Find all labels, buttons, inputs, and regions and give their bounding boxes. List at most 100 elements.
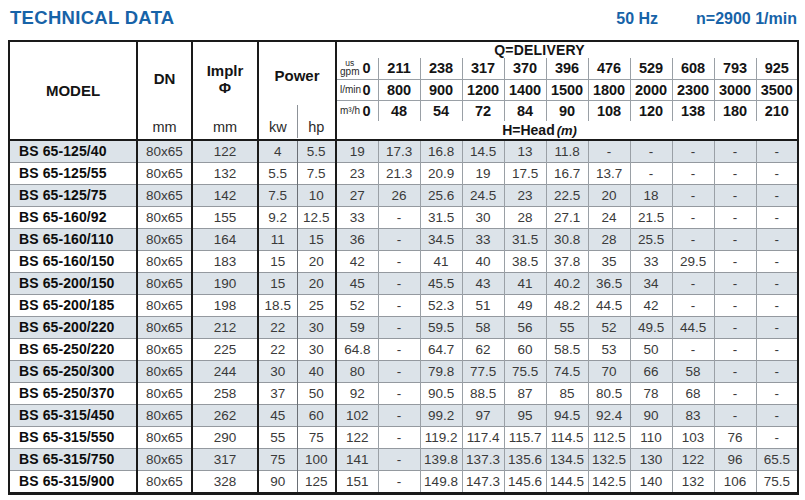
head-value-cell: -: [756, 383, 798, 405]
head-value-cell: -: [630, 140, 672, 163]
head-value-cell: 52: [588, 317, 630, 339]
head-value-cell: 110: [630, 427, 672, 449]
head-value-cell: 96: [714, 449, 756, 471]
impeller-cell: 142: [192, 185, 258, 207]
head-value-cell: 88.5: [462, 383, 504, 405]
head-value-cell: 95: [504, 405, 546, 427]
head-value-cell: -: [672, 163, 714, 185]
delivery-header-value: 210: [756, 100, 798, 121]
page-title: TECHNICAL DATA: [10, 7, 175, 29]
model-label: MODEL: [10, 43, 136, 138]
head-value-cell: 52: [336, 295, 378, 317]
dn-cell: 80x65: [137, 317, 192, 339]
head-value-cell: 85: [546, 383, 588, 405]
head-value-cell: 139.8: [420, 449, 462, 471]
kw-cell: 37: [258, 383, 297, 405]
impeller-unit-label: mm: [193, 114, 257, 138]
head-value-cell: -: [378, 229, 420, 251]
head-value-cell: 122: [672, 449, 714, 471]
dn-cell: 80x65: [137, 229, 192, 251]
head-value-cell: 49: [504, 295, 546, 317]
table-row: BS 65-200/15080x65190152045-45.5434140.2…: [9, 273, 798, 295]
kw-cell: 7.5: [258, 185, 297, 207]
kw-cell: 22: [258, 339, 297, 361]
model-cell: BS 65-125/75: [9, 185, 137, 207]
hp-cell: 60: [297, 405, 336, 427]
head-value-cell: 37.8: [546, 251, 588, 273]
head-value-cell: 26: [378, 185, 420, 207]
head-value-cell: 28: [588, 229, 630, 251]
head-value-cell: 77.5: [462, 361, 504, 383]
kw-cell: 55: [258, 427, 297, 449]
head-value-cell: -: [378, 251, 420, 273]
head-value-cell: 36.5: [588, 273, 630, 295]
kw-cell: 15: [258, 251, 297, 273]
impeller-cell: 198: [192, 295, 258, 317]
delivery-title-row: MODEL DN mm Implr Φ mm: [9, 41, 798, 58]
hp-cell: 15: [297, 229, 336, 251]
delivery-header-value: 3000: [714, 79, 756, 100]
head-value-cell: 65.5: [756, 449, 798, 471]
head-value-cell: 23: [336, 163, 378, 185]
impeller-cell: 244: [192, 361, 258, 383]
delivery-header-value: 211: [378, 58, 420, 79]
model-cell: BS 65-250/370: [9, 383, 137, 405]
delivery-header-value: 800: [378, 79, 420, 100]
head-value-cell: -: [672, 140, 714, 163]
delivery-header-value: 529: [630, 58, 672, 79]
head-value-cell: -: [588, 140, 630, 163]
head-value-cell: 43: [462, 273, 504, 295]
head-value-cell: 58: [672, 361, 714, 383]
impeller-label: Implr: [207, 62, 244, 79]
head-value-cell: 134.5: [546, 449, 588, 471]
head-value-cell: 103: [672, 427, 714, 449]
head-value-cell: -: [756, 295, 798, 317]
delivery-header-value: 238: [420, 58, 462, 79]
head-value-cell: 112.5: [588, 427, 630, 449]
power-label: Power: [259, 43, 335, 108]
dn-unit-label: mm: [138, 114, 191, 138]
head-value-cell: 42: [336, 251, 378, 273]
dn-cell: 80x65: [137, 339, 192, 361]
head-value-cell: 50: [630, 339, 672, 361]
head-value-cell: 149.8: [420, 471, 462, 494]
head-value-cell: 28: [504, 207, 546, 229]
head-value-cell: 68: [672, 383, 714, 405]
table-row: BS 65-125/7580x651427.510272625.624.5232…: [9, 185, 798, 207]
delivery-header-value: 2000: [630, 79, 672, 100]
head-value-cell: -: [378, 295, 420, 317]
head-value-cell: -: [714, 185, 756, 207]
model-cell: BS 65-200/220: [9, 317, 137, 339]
hp-cell: 125: [297, 471, 336, 494]
dn-cell: 80x65: [137, 361, 192, 383]
dn-cell: 80x65: [137, 185, 192, 207]
delivery-header-value: 608: [672, 58, 714, 79]
head-value-cell: 16.8: [420, 140, 462, 163]
power-hp-label: hp: [297, 105, 336, 138]
hp-cell: 30: [297, 339, 336, 361]
impeller-cell: 155: [192, 207, 258, 229]
dn-cell: 80x65: [137, 471, 192, 494]
head-value-cell: -: [756, 427, 798, 449]
head-value-cell: 41: [504, 273, 546, 295]
impeller-diameter-symbol: Φ: [219, 79, 231, 96]
head-value-cell: -: [378, 273, 420, 295]
dn-cell: 80x65: [137, 140, 192, 163]
head-value-cell: -: [714, 251, 756, 273]
head-value-cell: -: [672, 229, 714, 251]
head-value-cell: 106: [714, 471, 756, 494]
head-value-cell: -: [672, 207, 714, 229]
table-row: BS 65-315/55080x652905575122-119.2117.41…: [9, 427, 798, 449]
head-value-cell: -: [378, 383, 420, 405]
head-value-cell: -: [756, 317, 798, 339]
kw-cell: 4: [258, 140, 297, 163]
delivery-header-value: 120: [630, 100, 672, 121]
head-value-cell: 92: [336, 383, 378, 405]
kw-cell: 22: [258, 317, 297, 339]
gpm-unit-label: usgpm: [340, 60, 359, 76]
title-bar: TECHNICAL DATA 50 Hz n=2900 1/min: [10, 7, 797, 29]
head-value-cell: 132: [672, 471, 714, 494]
head-value-cell: 31.5: [504, 229, 546, 251]
delivery-header-value: 900: [420, 79, 462, 100]
dn-label: DN: [138, 43, 191, 114]
